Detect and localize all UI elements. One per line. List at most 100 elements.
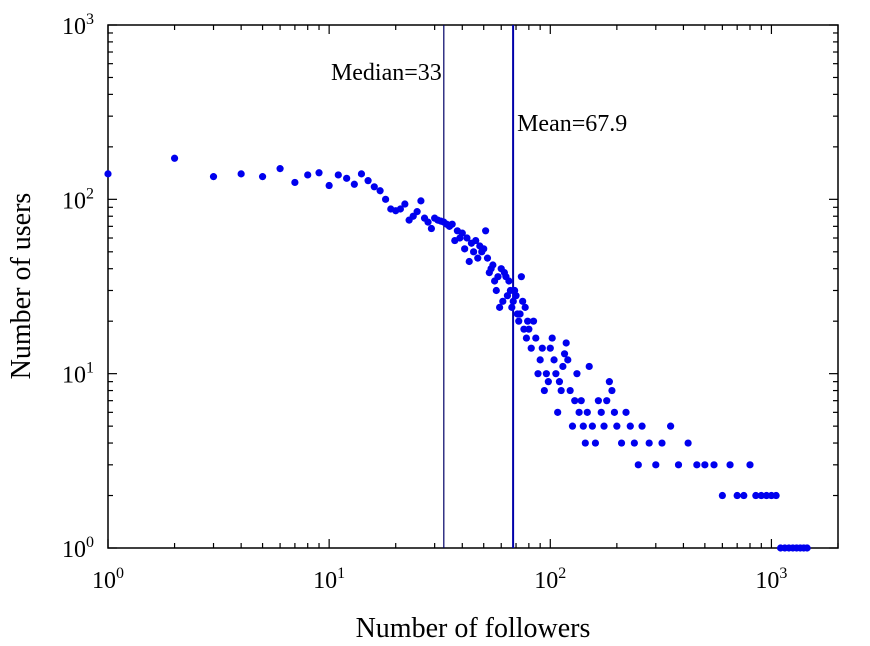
data-point (544, 378, 552, 386)
data-point (258, 173, 267, 181)
y-tick-label: 100 (62, 534, 94, 563)
data-point (546, 344, 554, 352)
x-tick-label: 103 (755, 565, 787, 594)
data-point (357, 170, 366, 178)
data-point (524, 317, 532, 325)
data-point (516, 310, 524, 318)
data-point (474, 254, 482, 262)
data-point (575, 408, 583, 416)
tick-labels: 100 101 102 103 100 101 102 103 (62, 11, 787, 594)
data-point (746, 461, 754, 469)
data-point (472, 236, 480, 245)
data-point (527, 344, 535, 352)
data-point (522, 334, 531, 342)
data-point (740, 491, 748, 500)
data-point (496, 303, 504, 311)
data-point (603, 397, 611, 405)
data-point (557, 386, 565, 395)
data-point (613, 422, 621, 430)
data-point (458, 229, 466, 237)
x-tick-label: 100 (92, 565, 124, 594)
data-point (315, 169, 323, 177)
data-point (237, 170, 245, 178)
data-point (559, 362, 567, 371)
data-point (536, 356, 544, 364)
data-point (693, 461, 701, 469)
x-tick-label: 101 (313, 565, 345, 594)
data-point (634, 461, 642, 469)
data-point (503, 292, 512, 300)
data-point (710, 461, 718, 469)
data-point (667, 422, 675, 430)
data-point (577, 397, 585, 405)
data-point (525, 325, 533, 333)
data-point (519, 297, 527, 305)
data-point (581, 439, 589, 447)
data-point (521, 303, 529, 311)
data-point (552, 370, 560, 378)
data-point (674, 461, 683, 469)
data-point (499, 297, 507, 305)
data-point (463, 234, 471, 242)
data-point (512, 292, 520, 300)
data-point (505, 277, 513, 285)
data-point (334, 171, 342, 179)
data-point (104, 170, 112, 178)
data-point (555, 378, 564, 386)
data-point (554, 408, 562, 416)
data-point (482, 227, 490, 235)
data-point (291, 178, 299, 187)
data-point (617, 439, 626, 447)
data-point (381, 195, 390, 203)
data-point (630, 439, 638, 447)
median-annotation: Median=33 (331, 60, 442, 86)
data-point (638, 422, 646, 430)
data-point (550, 356, 558, 364)
data-point (170, 154, 179, 162)
data-point (583, 408, 591, 416)
data-point (726, 461, 734, 469)
data-point (626, 422, 634, 430)
data-point (534, 370, 542, 378)
mean-annotation: Mean=67.9 (517, 111, 627, 137)
data-point (757, 491, 765, 500)
data-point (350, 180, 358, 188)
data-point (548, 334, 556, 342)
data-point (494, 273, 502, 281)
data-point (562, 339, 570, 347)
data-point (591, 439, 600, 447)
data-point (542, 370, 550, 378)
data-point (684, 439, 692, 447)
data-point (762, 491, 771, 500)
data-point (588, 422, 596, 430)
data-point (652, 461, 660, 469)
data-point (564, 356, 572, 364)
data-point (376, 187, 384, 195)
data-point (508, 303, 516, 311)
data-point (469, 248, 478, 256)
data-point (370, 183, 378, 191)
data-point (304, 171, 312, 179)
data-point (622, 408, 630, 416)
data-point (597, 408, 605, 416)
x-tick-label: 102 (534, 565, 566, 594)
data-point (600, 422, 608, 430)
data-point (568, 422, 577, 430)
data-point (566, 386, 574, 395)
data-point (540, 386, 548, 395)
data-point (492, 286, 500, 295)
data-point (560, 350, 569, 358)
data-point (520, 325, 528, 333)
data-point (396, 205, 404, 213)
data-point (343, 174, 351, 182)
plot-frame (107, 24, 839, 549)
data-point (532, 334, 540, 342)
data-point (571, 397, 579, 405)
data-point (594, 397, 602, 405)
data-point (509, 297, 517, 305)
ticks (107, 24, 839, 549)
data-point (752, 491, 760, 500)
data-point (803, 544, 811, 552)
data-point (461, 245, 469, 253)
